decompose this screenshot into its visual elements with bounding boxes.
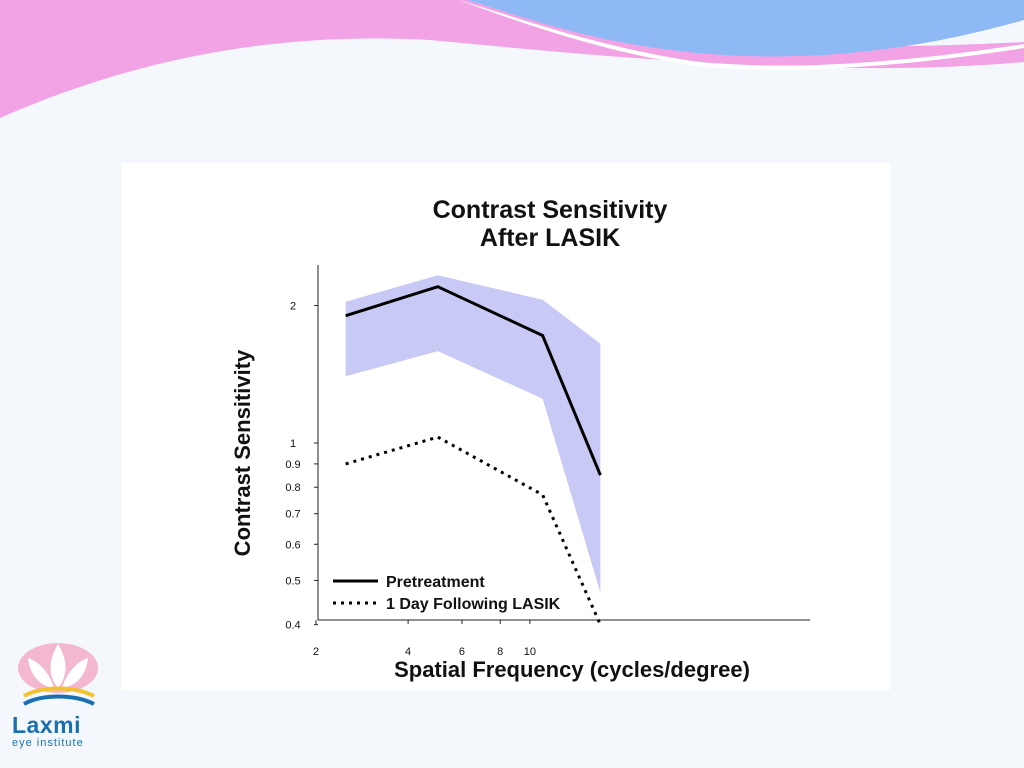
lotus-petal-right	[62, 658, 88, 688]
logo-name: Laxmi	[12, 712, 81, 738]
header-blue-wave	[468, 0, 1024, 57]
x-tick-label: 10	[524, 646, 536, 658]
lotus-wave-blue	[23, 694, 95, 706]
x-tick-label: 8	[497, 646, 503, 658]
chart-title: Contrast Sensitivity	[433, 196, 668, 224]
x-tick-label: 2	[313, 646, 319, 658]
x-tick-label: 4	[405, 646, 411, 658]
normal-range-band	[345, 275, 601, 593]
series-line-pretreatment	[345, 285, 602, 476]
logo-text: Laxmi eye institute	[12, 712, 112, 749]
lotus-icon	[18, 643, 98, 706]
legend-label-pretreatment: Pretreatment	[386, 574, 485, 591]
lotus-petal-left	[28, 658, 54, 688]
x-axis-label: Spatial Frequency (cycles/degree)	[394, 657, 750, 682]
y-tick-label: 0.4	[285, 620, 300, 632]
lotus-wave-yellow	[23, 686, 95, 698]
legend: Pretreatment 1 Day Following LASIK	[333, 574, 561, 613]
y-tick-label: 0.9	[285, 459, 300, 471]
y-tick-label: 0.5	[285, 575, 300, 587]
lotus-petal-center	[50, 644, 66, 688]
y-tick-label: 2	[290, 301, 296, 313]
chart-panel	[122, 163, 890, 690]
y-tick-label: 0.6	[285, 539, 300, 551]
y-tick-label: 1	[290, 438, 296, 450]
legend-label-lasik: 1 Day Following LASIK	[386, 596, 561, 613]
header-white-edge	[458, 0, 1024, 70]
chart-subtitle: After LASIK	[480, 224, 620, 252]
logo-subtitle: eye institute	[12, 737, 84, 749]
y-tick-label: 0.7	[285, 509, 300, 521]
x-tick-label: 6	[459, 646, 465, 658]
header-pink-wave	[0, 0, 1024, 118]
y-tick-label: 0.8	[285, 482, 300, 494]
y-axis-label: Contrast Sensitivity	[230, 349, 255, 556]
